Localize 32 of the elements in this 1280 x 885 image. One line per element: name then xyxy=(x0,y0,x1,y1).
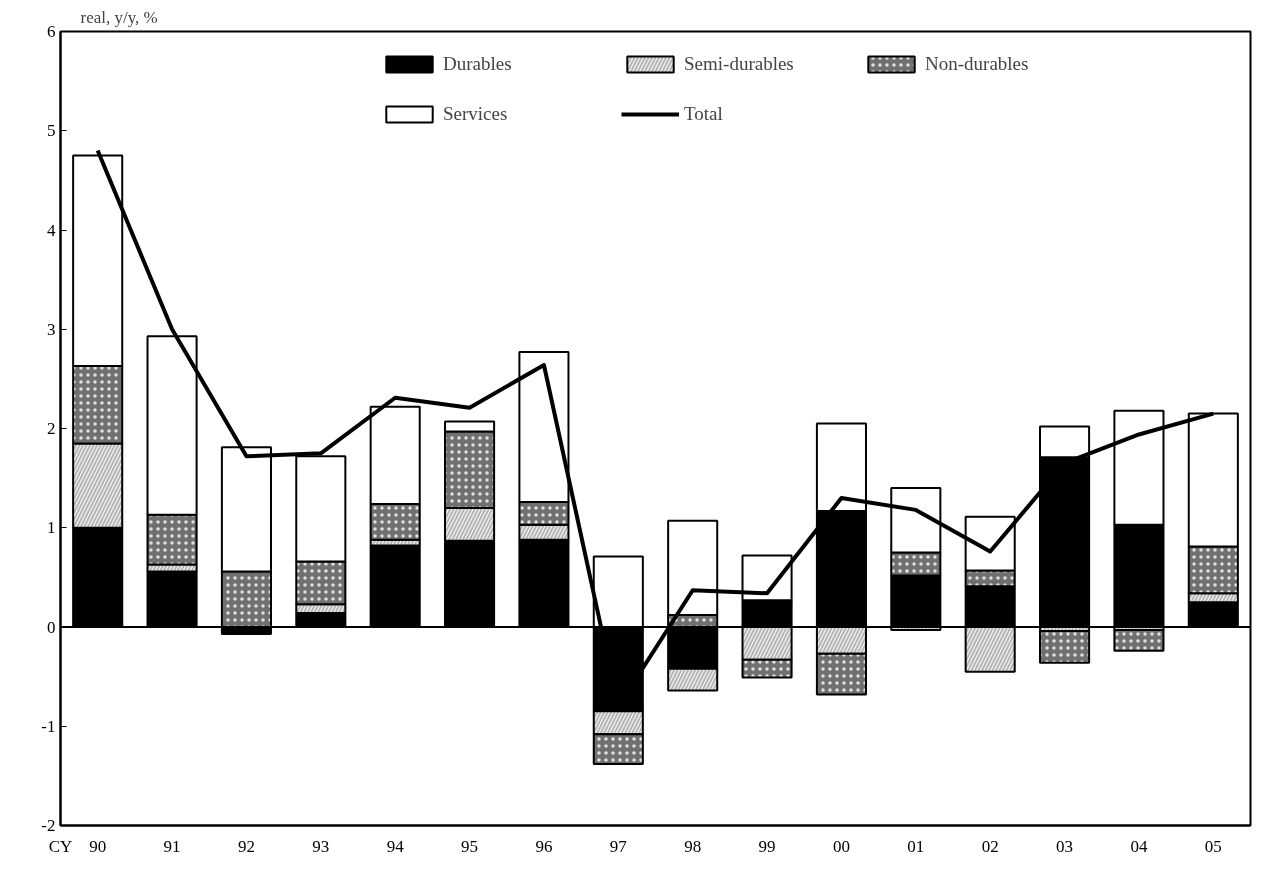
y-axis-title: real, y/y, % xyxy=(80,7,158,27)
x-tick-label: 95 xyxy=(461,836,479,856)
x-tick-label: 04 xyxy=(1130,836,1148,856)
y-tick-label: 0 xyxy=(47,617,56,637)
x-tick-label: 94 xyxy=(386,836,405,856)
x-tick-label: 99 xyxy=(758,836,776,856)
y-tick-label: 2 xyxy=(47,419,56,438)
legend-label: Services xyxy=(443,103,509,125)
x-tick-label: 92 xyxy=(237,836,255,856)
y-tick-label: 4 xyxy=(47,220,56,240)
x-tick-label: 93 xyxy=(312,836,330,856)
y-tick-label: 3 xyxy=(47,319,56,339)
legend-label: Total xyxy=(684,103,724,125)
x-tick-label: 96 xyxy=(535,836,553,856)
legend-label: Durables xyxy=(443,53,513,75)
x-tick-label: 91 xyxy=(163,836,181,856)
x-tick-label: 90 xyxy=(89,836,107,856)
x-tick-label: 01 xyxy=(907,836,925,856)
y-tick-label: 1 xyxy=(47,518,56,538)
x-axis-title: CY xyxy=(48,836,73,856)
legend-label: Semi-durables xyxy=(684,53,795,75)
y-tick-label: 6 xyxy=(47,22,56,41)
legend-label: Non-durables xyxy=(925,53,1030,75)
y-tick-label: -1 xyxy=(41,716,56,736)
x-tick-label: 98 xyxy=(684,836,702,856)
x-tick-label: 02 xyxy=(981,836,999,856)
x-tick-label: 03 xyxy=(1056,836,1074,856)
x-tick-label: 97 xyxy=(609,836,628,856)
x-tick-label: 05 xyxy=(1204,836,1222,856)
y-tick-label: -2 xyxy=(41,816,56,835)
x-tick-label: 00 xyxy=(832,836,850,856)
y-tick-label: 5 xyxy=(47,121,56,141)
